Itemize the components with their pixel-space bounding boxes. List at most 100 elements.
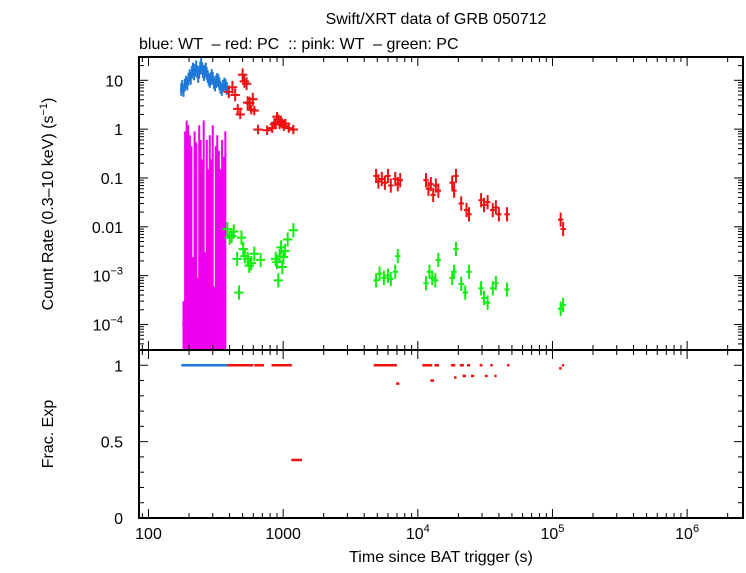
data-point (253, 124, 263, 135)
top-y-axis-label-main: Count Rate (0.3–10 keV) (s (40, 116, 57, 311)
data-point (388, 271, 394, 287)
data-point (496, 207, 502, 222)
data-point (478, 193, 484, 208)
top-panel-frame (138, 56, 744, 351)
top-y-tick-label: 10−3 (93, 266, 123, 286)
data-point (288, 223, 299, 238)
data-point (397, 173, 403, 188)
data-point (458, 276, 464, 291)
data-point (201, 159, 204, 350)
data-point (435, 252, 442, 268)
data-point (236, 230, 247, 245)
data-point (238, 241, 248, 257)
data-point (230, 88, 240, 102)
data-point (239, 75, 250, 88)
data-point (219, 169, 222, 350)
data-point (484, 194, 491, 210)
x-tick-label: 104 (406, 523, 430, 543)
data-point (224, 131, 227, 350)
data-point (277, 259, 287, 275)
data-point (481, 290, 487, 306)
data-point (237, 68, 248, 82)
x-tick-label: 100 (135, 526, 162, 543)
data-point (210, 159, 213, 350)
data-point (208, 135, 211, 350)
x-tick-label: 1000 (265, 526, 301, 543)
data-point (375, 174, 382, 189)
data-point (182, 301, 185, 350)
data-point (190, 146, 193, 350)
x-tick-label: 105 (541, 523, 565, 543)
data-point (288, 124, 299, 135)
top-y-axis-label: Count Rate (0.3–10 keV) (s−1) (38, 98, 57, 311)
bottom-y-axis-label: Frac. Exp (40, 400, 57, 469)
data-point (504, 207, 510, 222)
series-wt-2 (182, 120, 227, 350)
data-point (233, 104, 243, 114)
data-point (222, 156, 225, 350)
bottom-panel-frame (138, 349, 744, 519)
data-point (222, 221, 233, 237)
data-point (262, 125, 272, 135)
data-point (193, 131, 196, 350)
data-point (216, 135, 219, 350)
data-point (504, 282, 510, 297)
bottom-y-tick-label: 1 (114, 358, 123, 375)
data-point (249, 246, 259, 261)
top-y-tick-label: 10 (105, 73, 123, 90)
data-point (284, 123, 294, 133)
data-point (458, 196, 464, 211)
data-point (453, 168, 459, 184)
data-point (385, 268, 391, 283)
data-point (217, 150, 220, 350)
data-point (490, 202, 496, 218)
data-point (244, 258, 254, 273)
top-y-tick-label: 0.1 (101, 171, 123, 188)
data-point (481, 197, 487, 213)
x-tick-label: 106 (675, 523, 699, 543)
data-point (423, 276, 429, 291)
data-point (462, 285, 468, 300)
data-point (484, 295, 491, 310)
data-point (560, 297, 566, 313)
data-point (278, 249, 289, 265)
data-point (202, 120, 205, 350)
data-point (205, 139, 208, 350)
top-y-axis-label-end: ) (40, 98, 57, 103)
data-point (388, 178, 394, 193)
data-point (385, 168, 391, 184)
chart-title: Swift/XRT data of GRB 050712 (326, 11, 547, 28)
top-y-tick-label: 0.01 (92, 220, 123, 237)
series-pc-1 (224, 68, 566, 237)
data-point (560, 221, 566, 237)
data-point (235, 109, 245, 120)
data-point (280, 243, 290, 259)
data-point (248, 92, 258, 106)
data-point (429, 270, 435, 286)
data-point (185, 120, 188, 350)
data-point (376, 266, 383, 281)
data-point (213, 286, 216, 350)
data-point (227, 80, 238, 94)
data-point (392, 264, 398, 279)
data-point (466, 264, 472, 279)
x-axis-label: Time since BAT trigger (s) (349, 549, 533, 566)
data-point (451, 264, 457, 279)
data-point (466, 207, 472, 222)
data-point (432, 273, 439, 288)
data-point (229, 224, 239, 239)
data-point (451, 183, 457, 198)
data-point (187, 125, 190, 350)
data-point (449, 175, 455, 190)
chart-subtitle: blue: WT – red: PC :: pink: WT – green: … (139, 36, 459, 53)
top-y-axis-label-sup: −1 (38, 103, 50, 116)
data-point (221, 139, 224, 350)
data-point (282, 232, 293, 247)
series-pc-3 (222, 221, 566, 316)
data-point (246, 256, 257, 271)
data-point (273, 273, 283, 288)
data-point (453, 241, 459, 257)
bottom-panel-data (181, 364, 565, 462)
